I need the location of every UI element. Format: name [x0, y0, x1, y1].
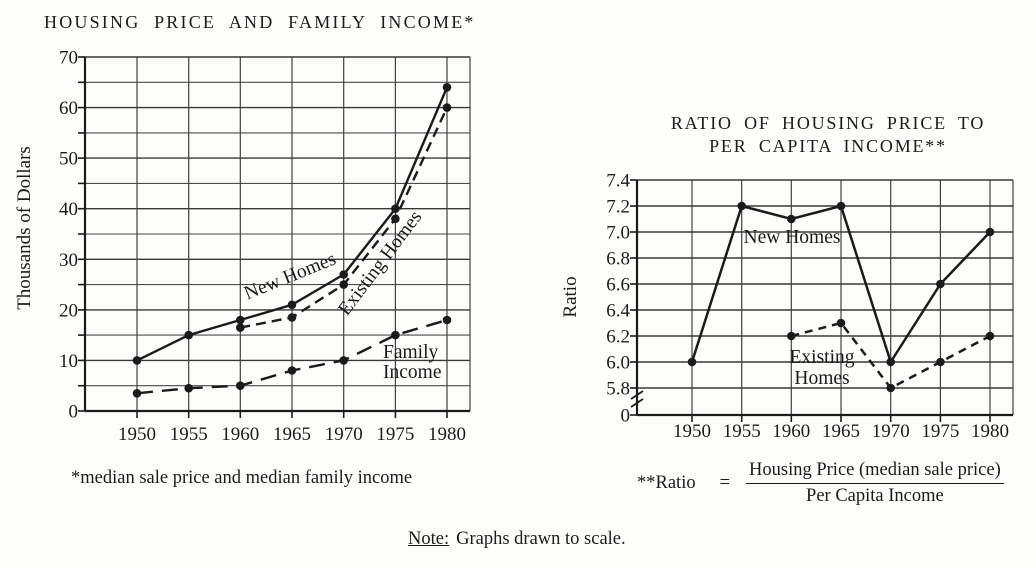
family-income-point — [442, 315, 452, 325]
new-homes-point — [236, 315, 245, 325]
svg-text:50: 50 — [59, 149, 78, 170]
svg-text:1950: 1950 — [673, 421, 711, 442]
ratio-formula: **Ratio = Housing Price (median sale pri… — [637, 460, 1004, 507]
chart-left-series — [132, 83, 452, 398]
svg-text:1960: 1960 — [221, 424, 259, 445]
family-income-label: Family — [383, 342, 439, 363]
chart-left-grid — [85, 56, 471, 411]
existing-homes-point — [886, 383, 895, 393]
formula-prefix: **Ratio — [637, 473, 696, 493]
svg-text:5.8: 5.8 — [606, 379, 630, 400]
existing-homes-point — [442, 103, 452, 112]
left-chart-title: HOUSING PRICE AND FAMILY INCOME* — [44, 12, 476, 32]
svg-text:7.2: 7.2 — [606, 197, 630, 218]
new-homes-point — [985, 227, 995, 237]
svg-text:60: 60 — [59, 98, 78, 119]
svg-text:1975: 1975 — [921, 421, 959, 442]
right-chart-title-line2: PER CAPITA INCOME** — [709, 136, 947, 156]
equals-sign: = — [719, 473, 731, 493]
svg-text:6.6: 6.6 — [606, 275, 630, 296]
svg-text:70: 70 — [59, 48, 78, 69]
formula-denominator: Per Capita Income — [806, 486, 944, 506]
existing-homes-point — [787, 331, 796, 341]
existing-homes-point — [391, 214, 400, 224]
svg-text:1955: 1955 — [170, 424, 208, 445]
svg-text:1965: 1965 — [273, 424, 311, 445]
family-income-point — [236, 381, 245, 391]
chart-right-tick-labels: 5.8 6.0 6.2 6.4 6.6 6.8 7.0 7.2 7.4 0 1950 1955 1960… — [606, 171, 1009, 443]
svg-text:1965: 1965 — [822, 421, 860, 442]
svg-text:6.0: 6.0 — [606, 353, 630, 374]
chart-left-axes — [78, 56, 470, 418]
right-chart-canvas: 5.8 6.0 6.2 6.4 6.6 6.8 7.0 7.2 7.4 0 1950 1955 1960… — [606, 171, 1014, 442]
svg-text:0: 0 — [621, 406, 631, 427]
note-text: Graphs drawn to scale. — [456, 529, 626, 549]
existing-homes-label: Homes — [794, 368, 849, 389]
left-chart-y-axis-label: Thousands of Dollars — [14, 146, 35, 310]
existing-homes-point — [339, 280, 349, 289]
new-homes-label: New Homes — [744, 227, 841, 248]
svg-text:0: 0 — [69, 402, 79, 423]
existing-homes-point — [985, 331, 995, 341]
svg-text:10: 10 — [59, 351, 78, 372]
new-homes-label: New Homes — [241, 249, 339, 305]
family-income-point — [287, 366, 297, 375]
new-homes-point — [936, 279, 945, 289]
existing-homes-label: Existing — [789, 347, 854, 368]
svg-text:6.4: 6.4 — [606, 301, 630, 322]
right-chart-y-axis-label: Ratio — [560, 276, 581, 318]
new-homes-point — [287, 300, 297, 310]
chart-right-grid — [637, 179, 1014, 415]
family-income-point — [132, 389, 142, 398]
svg-text:7.4: 7.4 — [606, 171, 630, 192]
chart-right-series — [687, 201, 995, 393]
note-label: Note: — [408, 529, 450, 549]
new-homes-point — [442, 83, 452, 92]
svg-text:40: 40 — [59, 199, 78, 220]
svg-text:7.0: 7.0 — [606, 223, 630, 244]
existing-homes-point — [936, 357, 945, 367]
svg-text:30: 30 — [59, 250, 78, 271]
new-homes-point — [687, 357, 697, 367]
new-homes-point — [132, 356, 142, 365]
new-homes-point — [836, 201, 846, 211]
new-homes-point — [391, 204, 400, 213]
svg-text:1950: 1950 — [118, 424, 156, 445]
svg-text:1980: 1980 — [971, 421, 1009, 442]
svg-text:6.8: 6.8 — [606, 249, 630, 270]
note: Note: Graphs drawn to scale. — [408, 529, 626, 550]
formula-numerator: Housing Price (median sale price) — [746, 460, 1004, 484]
new-homes-point — [184, 330, 193, 340]
svg-text:1975: 1975 — [376, 424, 414, 445]
family-income-label: Income — [383, 362, 441, 383]
existing-homes-point — [287, 313, 297, 322]
existing-homes-point — [236, 323, 245, 332]
family-income-point — [339, 356, 349, 365]
left-chart-footnote: *median sale price and median family inc… — [71, 468, 413, 488]
svg-text:1955: 1955 — [723, 421, 761, 442]
left-chart-canvas: 0 10 20 30 40 50 60 70 1950 1955 1960 1965 1970 1975 1… — [59, 48, 471, 446]
svg-text:1980: 1980 — [428, 424, 466, 445]
formula-fraction: Housing Price (median sale price) Per Ca… — [746, 460, 1004, 507]
new-homes-point — [737, 201, 746, 211]
svg-text:20: 20 — [59, 300, 78, 321]
family-income-point — [184, 383, 193, 393]
svg-text:1970: 1970 — [325, 424, 363, 445]
svg-text:6.2: 6.2 — [606, 327, 630, 348]
svg-text:1960: 1960 — [772, 421, 810, 442]
right-chart-title-line1: RATIO OF HOUSING PRICE TO — [670, 113, 986, 133]
existing-homes-point — [836, 318, 846, 328]
chart-left-tick-labels: 0 10 20 30 40 50 60 70 1950 1955 1960 1965 1970 1975 1… — [59, 48, 466, 446]
new-homes-point — [787, 214, 796, 224]
family-income-point — [391, 330, 400, 340]
svg-text:1970: 1970 — [872, 421, 910, 442]
new-homes-point — [339, 270, 349, 279]
new-homes-point — [886, 357, 895, 367]
chart-right-axes — [630, 179, 1013, 422]
right-chart-title: RATIO OF HOUSING PRICE TO PER CAPITA INC… — [618, 112, 1036, 158]
existing-homes-label: Existing Homes — [334, 207, 426, 320]
